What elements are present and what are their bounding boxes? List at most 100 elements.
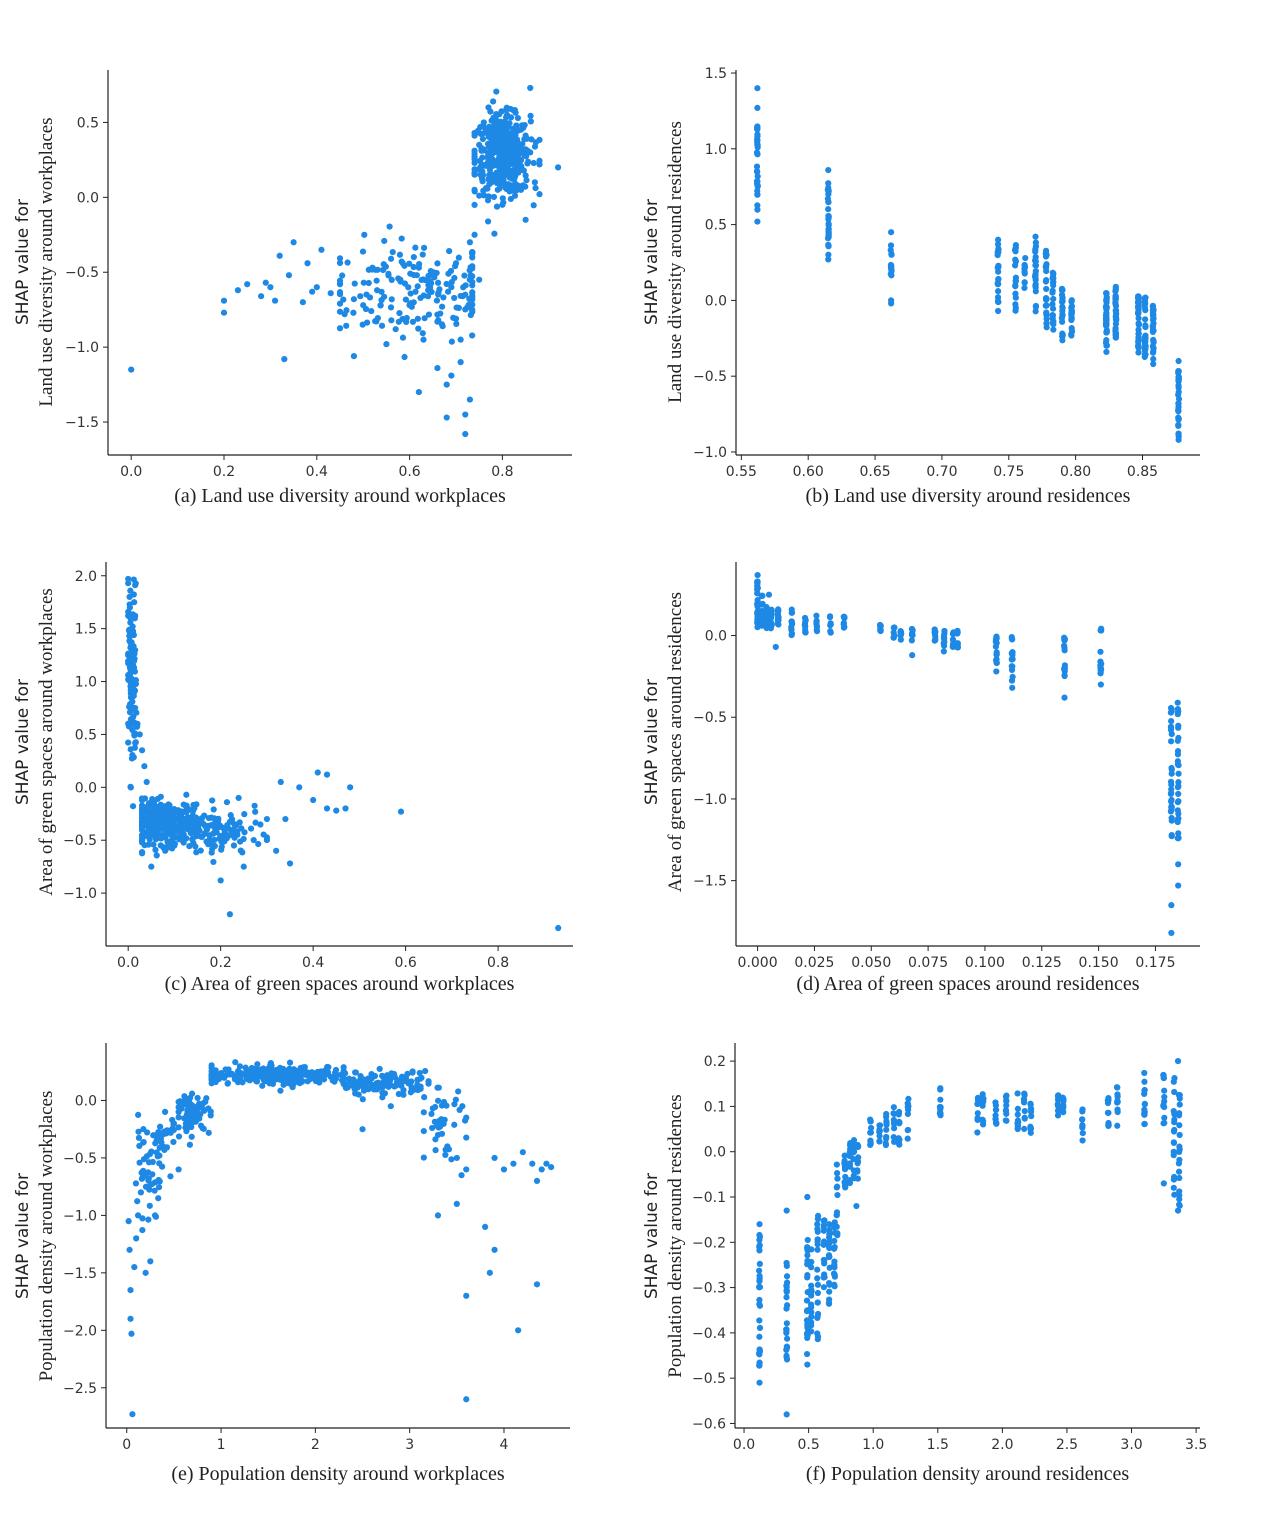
- data-point: [788, 618, 795, 625]
- data-point: [373, 318, 380, 325]
- data-point: [156, 1123, 164, 1130]
- data-point: [767, 620, 775, 627]
- data-point: [183, 791, 190, 798]
- data-point: [808, 1309, 815, 1316]
- data-point: [783, 1354, 790, 1361]
- data-point: [754, 168, 761, 176]
- data-point: [419, 330, 426, 337]
- data-point: [1022, 254, 1029, 262]
- data-point: [1174, 1207, 1182, 1214]
- data-point: [1135, 349, 1142, 356]
- data-point: [1141, 1100, 1148, 1107]
- data-point: [186, 1107, 193, 1115]
- data-point: [180, 839, 187, 846]
- data-point: [132, 1180, 140, 1187]
- data-point: [490, 193, 498, 201]
- data-point: [412, 244, 419, 251]
- data-point: [896, 1119, 903, 1126]
- data-point: [529, 1160, 536, 1167]
- data-point: [1176, 1156, 1183, 1163]
- data-point: [368, 307, 375, 315]
- data-point: [459, 1103, 466, 1110]
- data-point: [1134, 343, 1142, 350]
- data-point: [126, 1246, 133, 1253]
- y-tick-label: −1.5: [65, 415, 99, 431]
- data-point: [489, 150, 496, 157]
- data-point: [754, 85, 761, 92]
- data-point: [343, 322, 350, 329]
- data-point: [432, 1103, 439, 1111]
- data-point: [890, 1104, 897, 1111]
- data-point: [1168, 814, 1175, 822]
- data-point: [385, 272, 392, 279]
- data-point: [448, 284, 455, 291]
- data-point: [1134, 310, 1142, 317]
- y-tick-label: −2.0: [63, 1323, 97, 1339]
- y-tick-label: −1.0: [63, 886, 97, 902]
- data-point: [443, 280, 450, 288]
- data-point: [383, 341, 390, 348]
- data-point: [336, 291, 344, 298]
- data-point: [1175, 416, 1182, 423]
- data-point: [496, 185, 503, 192]
- x-tick-label: 0.2: [210, 955, 232, 971]
- data-point: [825, 241, 832, 248]
- data-point: [1176, 1122, 1183, 1129]
- data-point: [1014, 1125, 1021, 1132]
- data-point: [240, 863, 247, 870]
- data-point: [378, 322, 386, 329]
- data-point: [371, 1072, 379, 1080]
- data-point: [463, 1292, 470, 1299]
- data-point: [506, 120, 513, 127]
- data-point: [450, 314, 457, 321]
- x-tick-label: 0.0: [733, 1437, 755, 1453]
- data-point: [1149, 343, 1156, 350]
- data-point: [755, 1267, 763, 1274]
- data-point: [381, 1079, 388, 1086]
- data-point: [220, 297, 228, 304]
- data-point: [388, 276, 395, 283]
- data-point: [842, 1181, 849, 1189]
- y-axis-label-line2: Land use diversity around workplaces: [36, 117, 57, 406]
- data-point: [754, 584, 761, 592]
- data-point: [531, 179, 538, 186]
- data-point: [1050, 321, 1057, 328]
- data-point: [405, 1080, 412, 1087]
- data-point: [457, 336, 464, 343]
- data-point: [1009, 684, 1016, 691]
- data-point: [341, 1070, 349, 1077]
- data-point: [273, 847, 280, 854]
- data-point: [804, 1271, 811, 1279]
- data-point: [995, 262, 1002, 269]
- data-point: [208, 1073, 215, 1080]
- data-point: [824, 195, 831, 202]
- data-point: [834, 1175, 841, 1182]
- data-point: [883, 1126, 890, 1133]
- data-point: [1012, 283, 1019, 290]
- data-point: [1175, 421, 1182, 428]
- data-point: [1175, 790, 1182, 798]
- y-tick-label: −1.5: [693, 874, 727, 890]
- data-point: [813, 620, 820, 628]
- data-point: [451, 1121, 458, 1128]
- data-point: [1112, 296, 1119, 303]
- x-tick-label: 1: [217, 1437, 226, 1453]
- data-point: [275, 1066, 282, 1073]
- data-point: [487, 108, 494, 115]
- data-point: [186, 1141, 194, 1148]
- data-point: [756, 1260, 763, 1268]
- data-point: [463, 1134, 470, 1141]
- data-point: [336, 259, 344, 267]
- data-point: [1012, 277, 1019, 284]
- data-point: [1149, 303, 1156, 310]
- data-point: [1170, 1139, 1178, 1146]
- data-point: [409, 1069, 416, 1076]
- data-point: [181, 1093, 188, 1100]
- data-point: [171, 822, 178, 829]
- y-axis-label-line2: Population density around workplaces: [36, 1091, 57, 1382]
- data-point: [436, 286, 443, 293]
- data-point: [386, 223, 393, 230]
- data-point: [527, 112, 534, 119]
- data-point: [1032, 303, 1040, 311]
- data-point: [483, 160, 491, 167]
